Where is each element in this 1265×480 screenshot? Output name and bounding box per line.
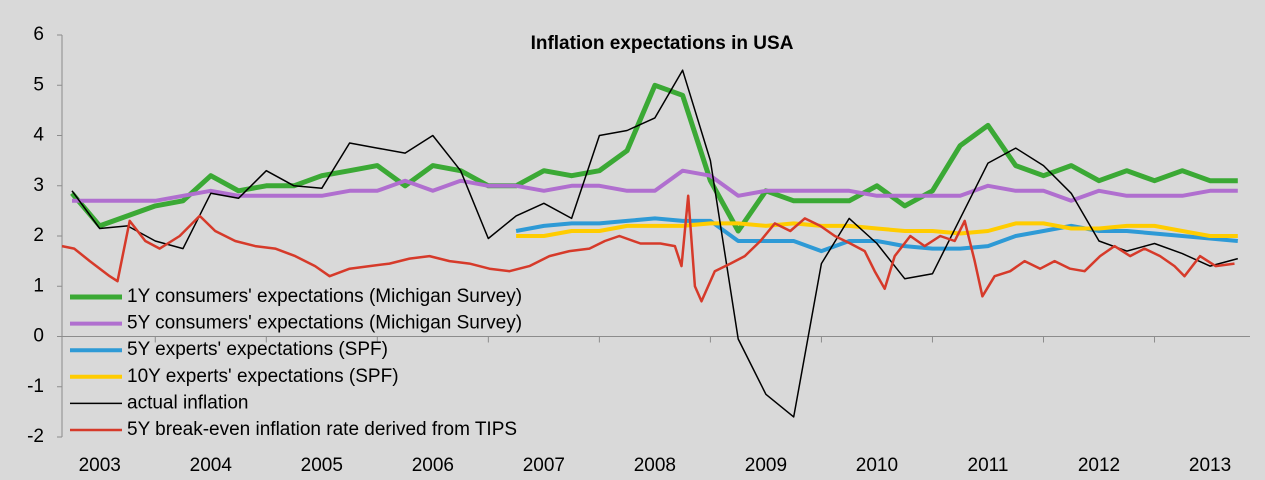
legend-label: 5Y experts' expectations (SPF) xyxy=(127,339,388,360)
legend-label: actual inflation xyxy=(127,392,248,413)
series-line xyxy=(516,221,1238,238)
chart-title: Inflation expectations in USA xyxy=(531,33,794,54)
y-tick-label: 4 xyxy=(33,125,44,146)
series-line xyxy=(61,194,1235,303)
y-tick-label: -1 xyxy=(27,376,44,397)
x-tick-label: 2005 xyxy=(301,455,343,476)
y-tick-label: 6 xyxy=(33,24,44,45)
x-tick-label: 2003 xyxy=(79,455,121,476)
series-line xyxy=(72,168,1238,203)
x-tick-label: 2013 xyxy=(1189,455,1231,476)
x-tick-label: 2010 xyxy=(856,455,898,476)
y-tick-label: 3 xyxy=(33,175,44,196)
series-line xyxy=(70,82,1238,234)
x-tick-label: 2007 xyxy=(523,455,565,476)
legend-label: 5Y consumers' expectations (Michigan Sur… xyxy=(127,313,522,334)
y-tick-label: 5 xyxy=(33,74,44,95)
x-tick-label: 2006 xyxy=(412,455,454,476)
legend-label: 1Y consumers' expectations (Michigan Sur… xyxy=(127,286,522,307)
y-tick-label: -2 xyxy=(27,426,44,447)
y-tick-label: 2 xyxy=(33,225,44,246)
y-tick-label: 0 xyxy=(33,326,44,347)
series-line xyxy=(71,69,1238,418)
x-tick-label: 2004 xyxy=(190,455,233,476)
x-tick-label: 2011 xyxy=(968,455,1009,476)
legend-label: 10Y experts' expectations (SPF) xyxy=(127,366,399,387)
x-tick-label: 2008 xyxy=(634,455,676,476)
series-line xyxy=(515,216,1238,254)
x-tick-label: 2012 xyxy=(1078,455,1120,476)
y-tick-label: 1 xyxy=(33,275,44,296)
x-tick-label: 2009 xyxy=(745,455,787,476)
legend-label: 5Y break-even inflation rate derived fro… xyxy=(127,419,517,440)
